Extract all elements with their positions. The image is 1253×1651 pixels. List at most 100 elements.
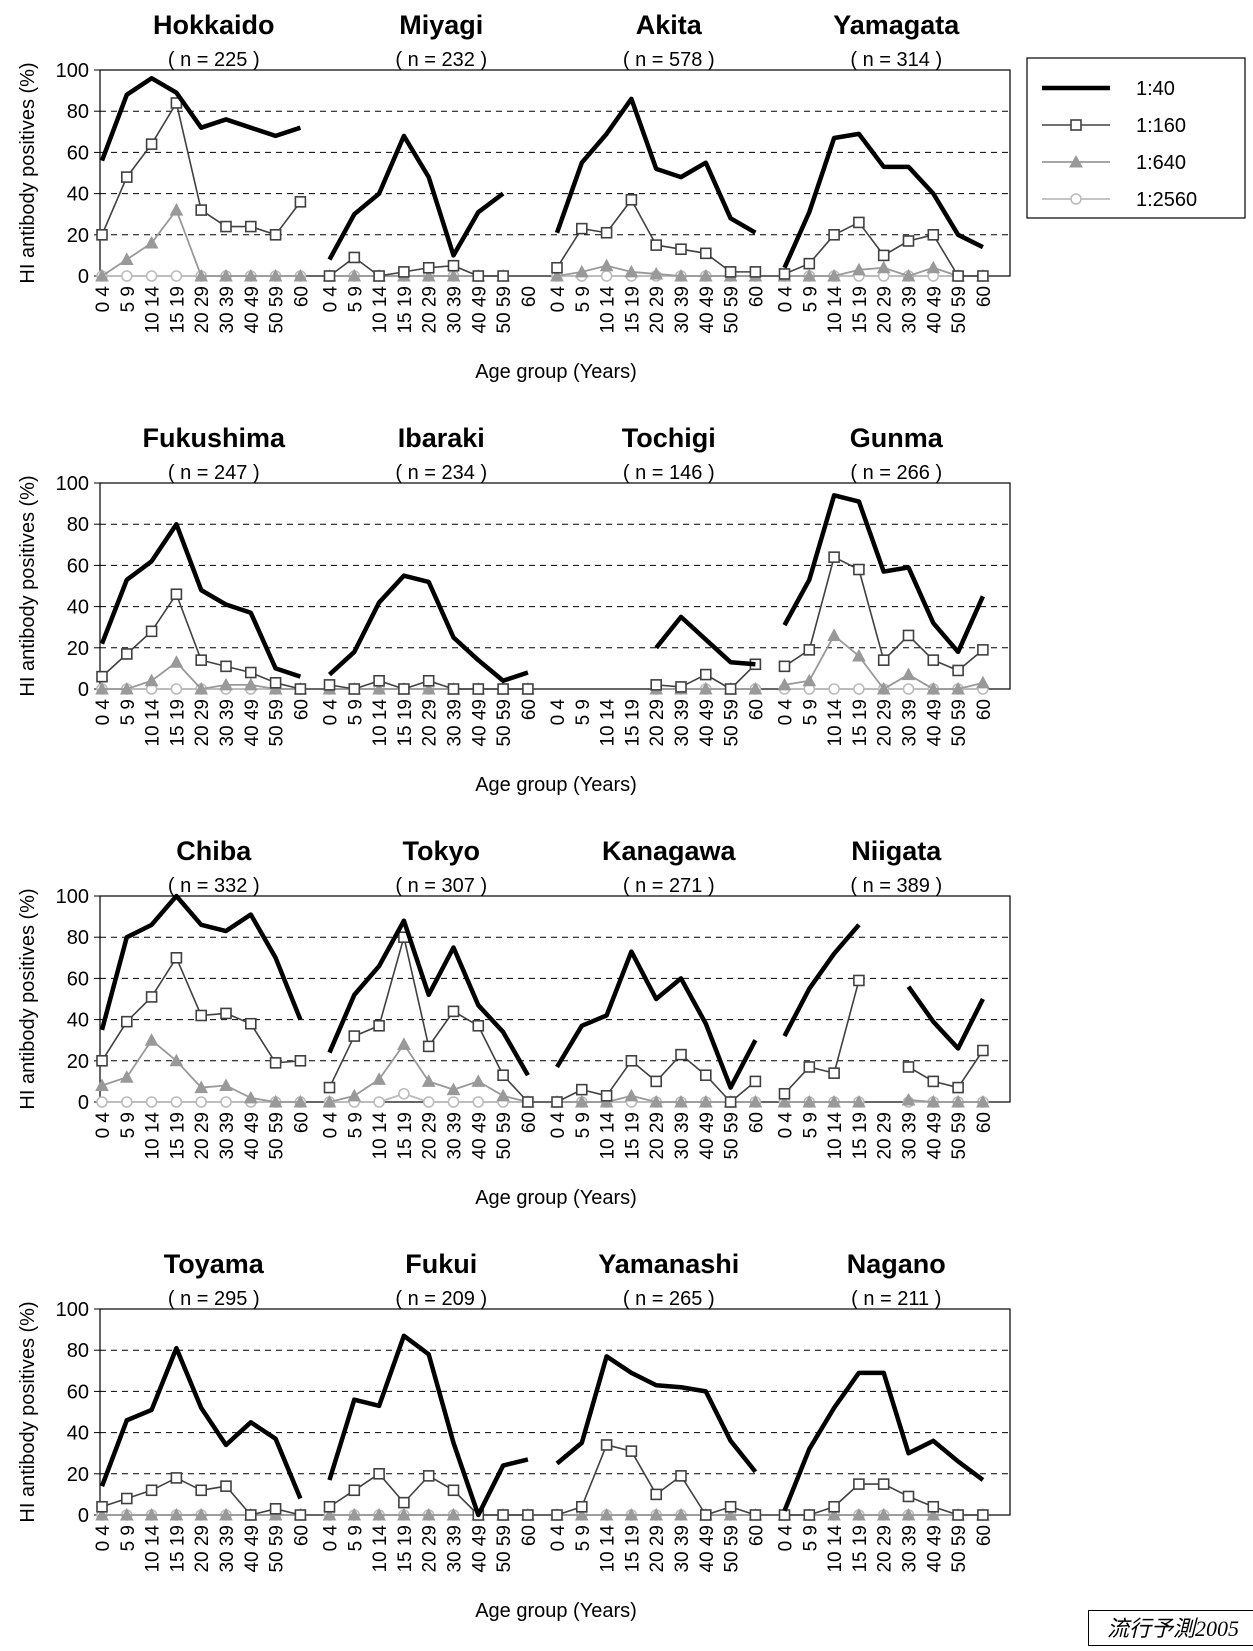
- panel-sample-size: ( n = 389 ): [850, 875, 942, 897]
- data-point: [574, 1507, 589, 1521]
- x-tick-label: 50 59: [267, 699, 288, 747]
- x-tick-label: 40 49: [242, 1112, 263, 1160]
- data-point: [119, 252, 134, 266]
- data-point: [650, 1075, 663, 1088]
- data-point: [926, 260, 941, 274]
- data-point: [219, 268, 233, 282]
- y-tick-label: 80: [67, 927, 89, 949]
- data-point: [96, 1055, 108, 1067]
- data-point: [169, 655, 184, 668]
- y-tick-label: 20: [67, 638, 89, 660]
- data-point: [876, 1507, 891, 1521]
- x-tick-label: 60: [746, 1112, 767, 1133]
- data-point: [522, 1096, 534, 1108]
- data-point: [624, 1088, 639, 1102]
- x-tick-label: 15 19: [395, 1112, 416, 1160]
- data-point: [497, 683, 509, 695]
- series-1-160: [778, 551, 989, 677]
- x-tick-label: 60: [974, 699, 995, 720]
- data-point: [269, 1503, 282, 1515]
- x-tick-label: 20 29: [420, 286, 441, 334]
- panel-sample-size: ( n = 314 ): [850, 49, 942, 71]
- x-tick-label: 5 9: [118, 699, 139, 725]
- data-point: [294, 196, 307, 208]
- data-point: [977, 1044, 989, 1057]
- x-tick-label: 60: [519, 1112, 540, 1133]
- x-tick-label: 5 9: [345, 1525, 366, 1551]
- x-tick-label: 0 4: [93, 286, 114, 313]
- data-point: [322, 1507, 337, 1521]
- chart-row-1: HI antibody positives (%) 020406080100Hok…: [17, 10, 1011, 383]
- data-point: [121, 270, 133, 282]
- panel-title: Fukushima: [142, 423, 286, 453]
- y-tick-label: 20: [67, 1464, 89, 1486]
- data-point: [675, 243, 687, 256]
- y-tick-label: 100: [56, 1299, 89, 1321]
- y-tick-label: 0: [78, 679, 89, 701]
- x-tick-label: 40 49: [469, 699, 490, 747]
- data-point: [802, 1094, 817, 1108]
- x-tick-label: 10 14: [825, 1112, 846, 1160]
- data-point: [600, 1090, 613, 1102]
- y-tick-label: 20: [67, 1051, 89, 1073]
- legend-marker: [1070, 193, 1082, 205]
- panel-sample-size: ( n = 265 ): [623, 1288, 715, 1310]
- data-point: [649, 266, 664, 280]
- x-tick-label: 30 39: [900, 1112, 921, 1160]
- data-point: [95, 268, 109, 282]
- x-tick-label: 50 59: [494, 286, 515, 334]
- series-line: [99, 521, 302, 679]
- data-point: [748, 681, 763, 695]
- data-point: [245, 666, 257, 679]
- data-point: [96, 670, 108, 683]
- data-point: [95, 1078, 109, 1092]
- data-point: [269, 1057, 282, 1069]
- data-point: [778, 268, 791, 280]
- data-point: [599, 1507, 614, 1521]
- data-point: [373, 1468, 385, 1480]
- panel-sample-size: ( n = 271 ): [623, 875, 715, 897]
- legend: 1:40 1:160 1:640 1:2560: [1026, 57, 1246, 219]
- data-point: [699, 668, 712, 681]
- data-point: [952, 1081, 964, 1094]
- panel-sample-size: ( n = 307 ): [395, 875, 487, 897]
- x-tick-label: 10 14: [598, 699, 619, 747]
- x-tick-label: 15 19: [167, 699, 188, 747]
- data-point: [778, 660, 791, 673]
- data-point: [650, 239, 663, 251]
- series-1-40: [782, 923, 985, 1051]
- data-point: [145, 625, 158, 638]
- y-tick-label: 40: [67, 184, 89, 206]
- series-line: [327, 1333, 529, 1518]
- chart-row-3: HI antibody positives (%) 020406080100Chi…: [17, 836, 1011, 1209]
- data-point: [471, 1074, 486, 1087]
- series-1-160: [778, 1478, 989, 1521]
- x-tick-label: 15 19: [850, 699, 871, 747]
- data-point: [144, 673, 159, 687]
- series-line: [99, 1345, 303, 1500]
- series-1-640: [649, 681, 763, 695]
- series-1-160: [96, 1472, 307, 1521]
- data-point: [699, 1509, 712, 1521]
- series-line: [782, 493, 985, 655]
- chart-row-2: HI antibody positives (%) 020406080100Fuk…: [17, 423, 1011, 796]
- data-point: [802, 268, 817, 282]
- x-tick-label: 30 39: [672, 286, 693, 334]
- series-line: [327, 133, 505, 261]
- data-point: [803, 257, 816, 270]
- data-point: [877, 1478, 890, 1490]
- y-axis-label: HI antibody positives (%): [17, 62, 39, 283]
- x-axis-label: Age group (Years): [475, 774, 637, 796]
- data-point: [220, 1096, 232, 1108]
- data-point: [372, 1072, 386, 1085]
- data-point: [219, 1507, 233, 1521]
- x-tick-label: 60: [291, 1525, 312, 1546]
- series-1-40: [99, 521, 302, 679]
- data-point: [220, 1007, 232, 1020]
- x-tick-label: 40 49: [924, 699, 945, 747]
- x-tick-label: 10 14: [598, 1112, 619, 1160]
- data-point: [446, 268, 461, 282]
- x-tick-label: 60: [519, 699, 540, 720]
- x-tick-label: 0 4: [776, 1525, 797, 1552]
